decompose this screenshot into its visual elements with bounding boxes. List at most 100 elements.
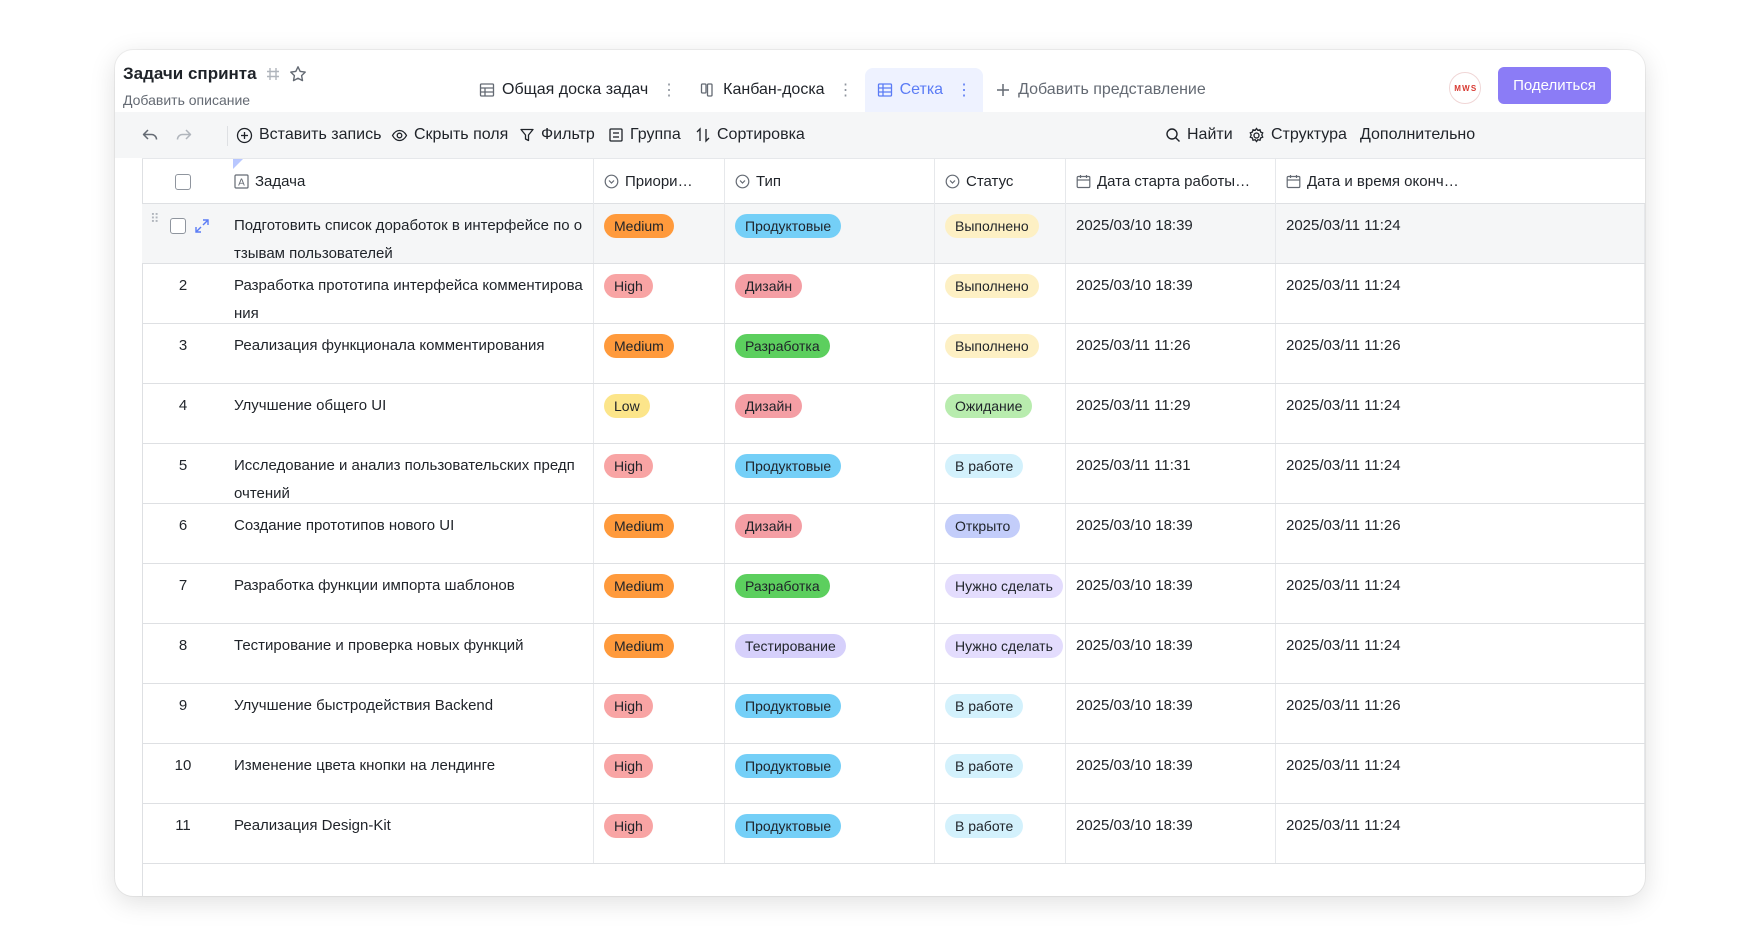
task-cell[interactable]: Разработка прототипа интерфейса комменти… [224,264,594,323]
column-header-task[interactable]: A Задача [224,159,594,204]
more-vertical-icon[interactable]: ⋮ [837,82,854,99]
table-row[interactable]: 11 Реализация Design-Kit High Продуктовые В … [142,804,1645,864]
task-cell[interactable]: Улучшение общего UI [224,384,594,443]
end-date-cell[interactable]: 2025/03/11 11:24 [1276,444,1645,503]
end-date-cell[interactable]: 2025/03/11 11:24 [1276,744,1645,803]
group-button[interactable]: Группа [608,112,681,158]
priority-cell[interactable]: Medium [594,504,725,563]
status-cell[interactable]: Выполнено [935,324,1066,383]
table-row[interactable]: ⠿ Подготовить список доработок в интерфей… [142,204,1645,264]
more-vertical-icon[interactable]: ⋮ [956,82,972,99]
type-cell[interactable]: Продуктовые [725,444,935,503]
tab-general-board[interactable]: Общая доска задач ⋮ [467,68,688,112]
table-row[interactable]: 7 Разработка функции импорта шаблонов Medi… [142,564,1645,624]
avatar[interactable]: M W S [1449,72,1481,104]
start-date-cell[interactable]: 2025/03/10 18:39 [1066,624,1276,683]
type-cell[interactable]: Дизайн [725,504,935,563]
status-cell[interactable]: В работе [935,744,1066,803]
start-date-cell[interactable]: 2025/03/10 18:39 [1066,264,1276,323]
undo-icon[interactable] [141,112,159,158]
column-header-end-date[interactable]: Дата и время оконч… [1276,159,1486,204]
select-all-checkbox[interactable] [142,159,224,204]
task-cell[interactable]: Разработка функции импорта шаблонов [224,564,594,623]
task-cell[interactable]: Подготовить список доработок в интерфейс… [224,204,594,263]
table-row[interactable]: 4 Улучшение общего UI Low Дизайн Ожидание 202… [142,384,1645,444]
task-cell[interactable]: Изменение цвета кнопки на лендинге [224,744,594,803]
task-cell[interactable]: Реализация функционала комментирования [224,324,594,383]
table-row[interactable]: 10 Изменение цвета кнопки на лендинге High… [142,744,1645,804]
status-cell[interactable]: Выполнено [935,204,1066,263]
status-cell[interactable]: Нужно сделать [935,564,1066,623]
star-icon[interactable] [289,65,307,83]
type-cell[interactable]: Продуктовые [725,804,935,863]
checkbox[interactable] [175,173,191,190]
start-date-cell[interactable]: 2025/03/10 18:39 [1066,504,1276,563]
table-row[interactable]: 9 Улучшение быстродействия Backend High Про… [142,684,1645,744]
status-cell[interactable]: Открыто [935,504,1066,563]
type-cell[interactable]: Тестирование [725,624,935,683]
status-cell[interactable]: В работе [935,684,1066,743]
type-cell[interactable]: Продуктовые [725,204,935,263]
end-date-cell[interactable]: 2025/03/11 11:26 [1276,324,1645,383]
start-date-cell[interactable]: 2025/03/11 11:31 [1066,444,1276,503]
hash-icon[interactable] [265,66,281,82]
start-date-cell[interactable]: 2025/03/11 11:26 [1066,324,1276,383]
table-row[interactable]: 6 Создание прототипов нового UI Medium Диза… [142,504,1645,564]
priority-cell[interactable]: High [594,804,725,863]
start-date-cell[interactable]: 2025/03/10 18:39 [1066,564,1276,623]
table-row[interactable]: 2 Разработка прототипа интерфейса коммент… [142,264,1645,324]
end-date-cell[interactable]: 2025/03/11 11:24 [1276,264,1645,323]
table-row[interactable]: 5 Исследование и анализ пользовательских … [142,444,1645,504]
status-cell[interactable]: Выполнено [935,264,1066,323]
expand-icon[interactable] [194,216,210,244]
task-cell[interactable]: Реализация Design-Kit [224,804,594,863]
redo-icon[interactable] [175,112,193,158]
task-cell[interactable]: Улучшение быстродействия Backend [224,684,594,743]
more-button[interactable]: Дополнительно [1360,126,1476,143]
priority-cell[interactable]: Medium [594,624,725,683]
column-header-status[interactable]: Статус [935,159,1066,204]
hide-fields-button[interactable]: Скрыть поля [391,112,508,158]
end-date-cell[interactable]: 2025/03/11 11:24 [1276,204,1645,263]
end-date-cell[interactable]: 2025/03/11 11:24 [1276,564,1645,623]
type-cell[interactable]: Продуктовые [725,744,935,803]
end-date-cell[interactable]: 2025/03/11 11:26 [1276,504,1645,563]
priority-cell[interactable]: Low [594,384,725,443]
column-header-type[interactable]: Тип [725,159,935,204]
end-date-cell[interactable]: 2025/03/11 11:24 [1276,624,1645,683]
priority-cell[interactable]: Medium [594,324,725,383]
column-header-priority[interactable]: Приори… [594,159,725,204]
priority-cell[interactable]: High [594,684,725,743]
priority-cell[interactable]: High [594,744,725,803]
add-description-link[interactable]: Добавить описание [123,92,251,108]
share-button[interactable]: Поделиться [1498,67,1611,104]
start-date-cell[interactable]: 2025/03/10 18:39 [1066,744,1276,803]
tab-grid[interactable]: Сетка ⋮ [864,68,984,112]
task-cell[interactable]: Тестирование и проверка новых функций [224,624,594,683]
add-view-button[interactable]: Добавить представление [983,68,1218,112]
type-cell[interactable]: Дизайн [725,264,935,323]
end-date-cell[interactable]: 2025/03/11 11:24 [1276,384,1645,443]
more-vertical-icon[interactable]: ⋮ [661,82,677,99]
filter-button[interactable]: Фильтр [519,112,595,158]
start-date-cell[interactable]: 2025/03/10 18:39 [1066,804,1276,863]
task-cell[interactable]: Создание прототипов нового UI [224,504,594,563]
status-cell[interactable]: Ожидание [935,384,1066,443]
status-cell[interactable]: В работе [935,444,1066,503]
type-cell[interactable]: Продуктовые [725,684,935,743]
end-date-cell[interactable]: 2025/03/11 11:24 [1276,804,1645,863]
tab-kanban[interactable]: Канбан-доска ⋮ [688,68,864,112]
priority-cell[interactable]: High [594,444,725,503]
table-row[interactable]: 8 Тестирование и проверка новых функций Me… [142,624,1645,684]
drag-handle-icon[interactable]: ⠿ [150,211,159,226]
start-date-cell[interactable]: 2025/03/11 11:29 [1066,384,1276,443]
priority-cell[interactable]: Medium [594,204,725,263]
type-cell[interactable]: Дизайн [725,384,935,443]
structure-button[interactable]: Структура [1248,112,1347,158]
type-cell[interactable]: Разработка [725,324,935,383]
priority-cell[interactable]: High [594,264,725,323]
column-header-start-date[interactable]: Дата старта работы… [1066,159,1276,204]
priority-cell[interactable]: Medium [594,564,725,623]
end-date-cell[interactable]: 2025/03/11 11:26 [1276,684,1645,743]
type-cell[interactable]: Разработка [725,564,935,623]
